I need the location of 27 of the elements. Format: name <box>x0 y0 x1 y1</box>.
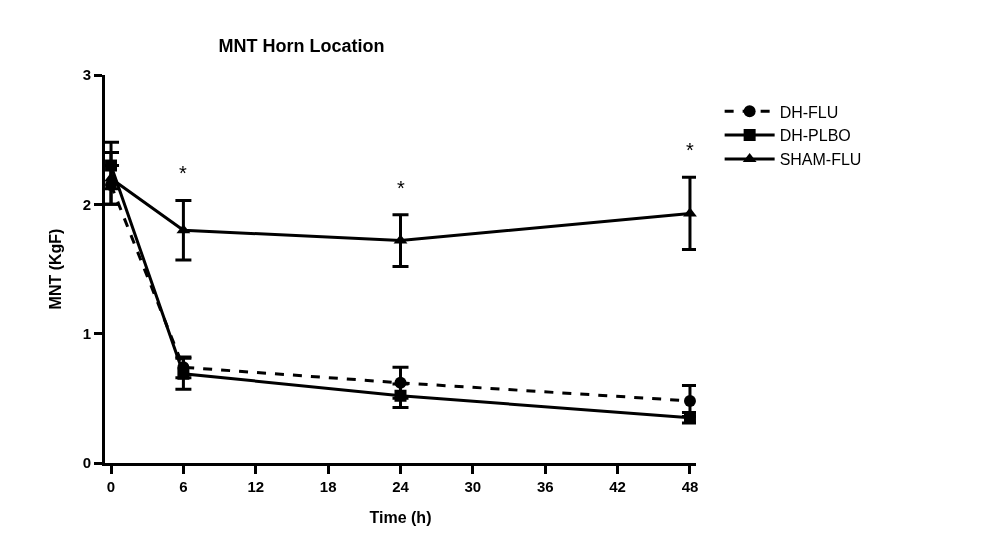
x-tick-label: 30 <box>464 478 482 495</box>
x-tick-label: 0 <box>106 478 116 495</box>
y-tick-label: 1 <box>82 324 91 342</box>
point <box>394 389 407 402</box>
legend-label: DH-FLU <box>779 103 839 121</box>
y-tick-label: 3 <box>82 66 91 84</box>
x-tick-label: 24 <box>392 478 410 495</box>
x-tick-label: 18 <box>319 478 337 495</box>
y-tick-label: 0 <box>82 454 91 472</box>
point <box>177 367 190 380</box>
legend-label: SHAM-FLU <box>779 151 862 169</box>
point <box>104 172 118 182</box>
x-axis-title: Time (h) <box>369 509 432 526</box>
x-tick-label: 6 <box>179 478 188 495</box>
y-tick-label: 2 <box>82 195 91 213</box>
point <box>683 394 696 407</box>
x-tick-label: 36 <box>536 478 554 495</box>
chart-title: MNT Horn Location <box>218 35 385 56</box>
annotation: * <box>686 139 694 161</box>
point <box>683 207 697 217</box>
annotation: * <box>179 162 187 184</box>
annotation: * <box>397 177 405 199</box>
x-tick-label: 12 <box>247 478 265 495</box>
y-axis-title: MNT (KgF) <box>47 228 64 310</box>
x-tick-label: 48 <box>681 478 699 495</box>
x-tick-label: 42 <box>609 478 626 495</box>
legend-label: DH-PLBO <box>779 127 851 145</box>
